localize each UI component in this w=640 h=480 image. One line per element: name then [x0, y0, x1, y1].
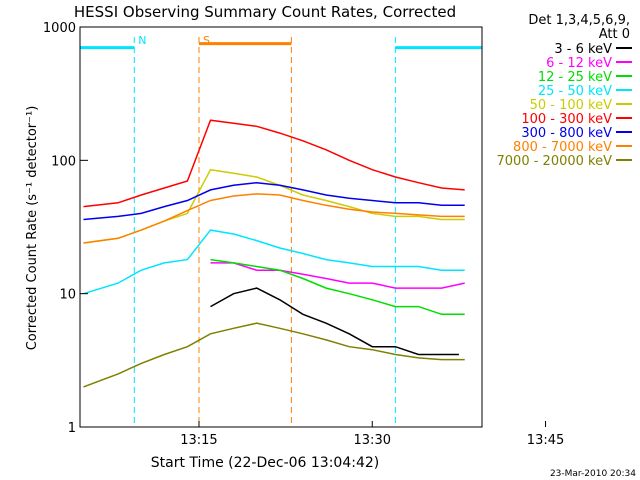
legend-header-line-1: Det 1,3,4,5,6,9,	[528, 13, 630, 28]
legend-entry-label: 800 - 7000 keV	[513, 140, 612, 155]
series-line-7	[83, 181, 465, 221]
legend-entry-label: 50 - 100 keV	[530, 98, 613, 113]
x-tick-label: 13:15	[180, 433, 217, 448]
x-axis-label: Start Time (22-Dec-06 13:04:42)	[151, 455, 379, 471]
x-tick-label: 13:30	[354, 433, 391, 448]
series-line-1	[210, 287, 459, 356]
legend-header-line-2: Att 0	[599, 27, 630, 42]
marker-label: N	[138, 34, 146, 47]
legend-entry-label: 3 - 6 keV	[554, 42, 612, 57]
x-tick-label: 13:45	[527, 433, 564, 448]
plot-frame	[79, 26, 483, 428]
y-tick-label: 1	[68, 421, 76, 436]
legend-entry-label: 300 - 800 keV	[521, 126, 612, 141]
legend-entry-label: 12 - 25 keV	[538, 70, 612, 85]
chart-footer-timestamp: 23-Mar-2010 20:34	[550, 469, 636, 479]
legend-entry-label: 100 - 300 keV	[521, 112, 612, 127]
legend-entry-label: 7000 - 20000 keV	[497, 154, 613, 169]
series-group	[83, 119, 465, 388]
series-line-4	[83, 229, 465, 295]
legend-entry-label: 25 - 50 keV	[538, 84, 612, 99]
series-line-9	[83, 322, 465, 388]
series-line-3	[210, 258, 465, 316]
marker-label: S	[203, 34, 210, 47]
y-tick-label: 100	[51, 154, 76, 169]
y-tick-label: 10	[59, 288, 76, 303]
legend-entry-label: 6 - 12 keV	[546, 56, 612, 71]
chart-title: HESSI Observing Summary Count Rates, Cor…	[74, 3, 456, 21]
y-axis-label: Corrected Count Rate (s⁻¹ detector⁻¹)	[25, 106, 40, 351]
y-tick-label: 1000	[43, 21, 76, 36]
series-line-2	[210, 262, 465, 289]
y-axis: 1 10 100 1000	[43, 21, 88, 436]
series-line-6	[83, 119, 465, 208]
series-line-8	[83, 193, 465, 244]
